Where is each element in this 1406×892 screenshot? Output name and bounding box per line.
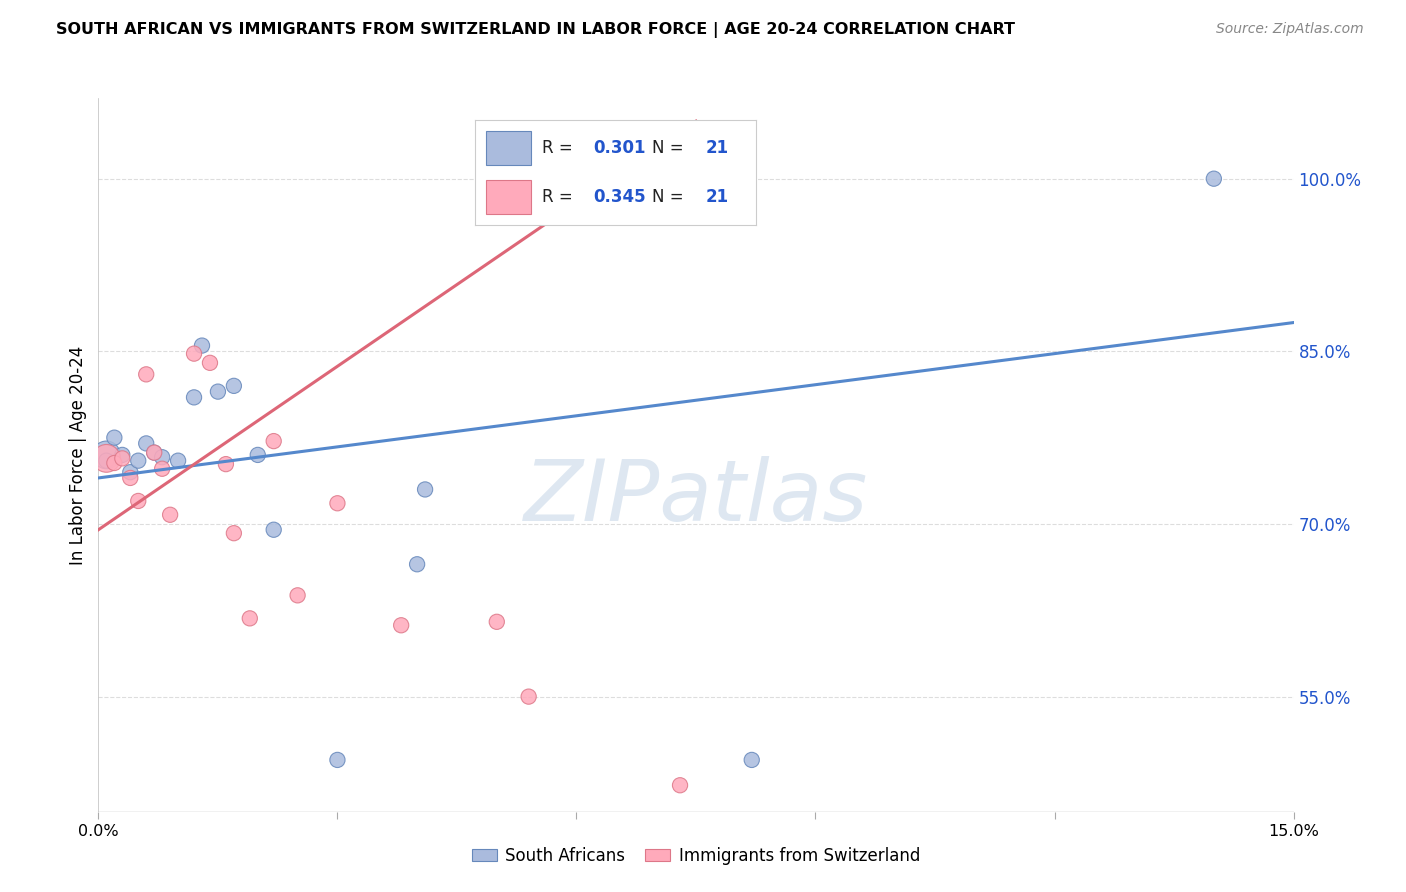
Point — [103, 456, 125, 470]
Point — [127, 494, 149, 508]
Point — [111, 451, 134, 466]
Point — [517, 690, 540, 704]
Point — [389, 618, 412, 632]
Point — [143, 445, 166, 459]
Point — [222, 526, 245, 541]
Point — [263, 523, 285, 537]
Point — [135, 436, 157, 450]
Point — [150, 450, 173, 465]
Point — [191, 338, 214, 352]
Point — [1202, 171, 1225, 186]
Point — [326, 753, 349, 767]
Point — [741, 753, 763, 767]
Point — [143, 445, 166, 459]
Point — [159, 508, 181, 522]
Point — [103, 431, 125, 445]
Point — [120, 465, 142, 479]
Point — [222, 379, 245, 393]
Point — [485, 615, 508, 629]
Point — [120, 471, 142, 485]
Text: ZIPatlas: ZIPatlas — [524, 456, 868, 540]
Point — [215, 457, 238, 471]
Point — [150, 461, 173, 475]
Point — [239, 611, 262, 625]
Point — [135, 368, 157, 382]
Legend: South Africans, Immigrants from Switzerland: South Africans, Immigrants from Switzerl… — [465, 840, 927, 871]
Text: Source: ZipAtlas.com: Source: ZipAtlas.com — [1216, 22, 1364, 37]
Y-axis label: In Labor Force | Age 20-24: In Labor Force | Age 20-24 — [69, 345, 87, 565]
Point — [287, 588, 309, 602]
Point — [207, 384, 229, 399]
Point — [669, 778, 692, 792]
Point — [198, 356, 221, 370]
Point — [96, 453, 118, 467]
Point — [246, 448, 269, 462]
Point — [167, 453, 190, 467]
Point — [413, 483, 436, 497]
Point — [127, 453, 149, 467]
Point — [96, 451, 118, 466]
Point — [406, 558, 429, 572]
Point — [326, 496, 349, 510]
Point — [183, 346, 205, 360]
Point — [96, 448, 118, 462]
Point — [263, 434, 285, 449]
Text: SOUTH AFRICAN VS IMMIGRANTS FROM SWITZERLAND IN LABOR FORCE | AGE 20-24 CORRELAT: SOUTH AFRICAN VS IMMIGRANTS FROM SWITZER… — [56, 22, 1015, 38]
Point — [111, 448, 134, 462]
Point — [183, 390, 205, 404]
